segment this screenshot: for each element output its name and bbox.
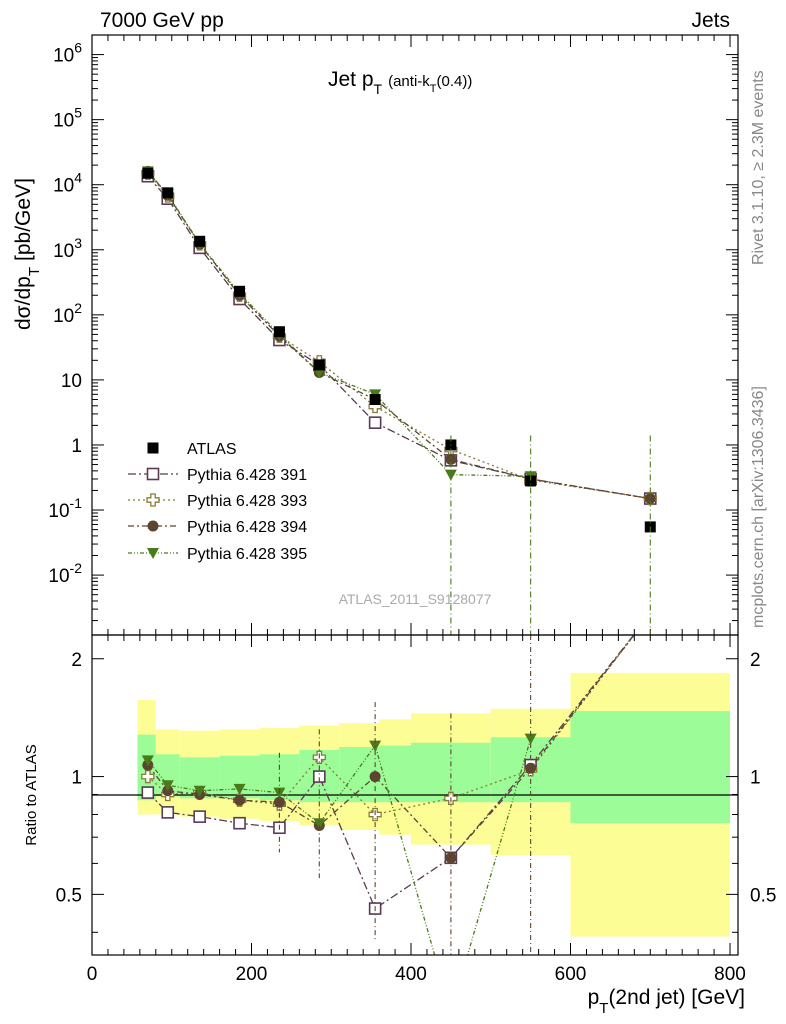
ratio-data-point xyxy=(141,769,155,784)
tick-label-exponent: 5 xyxy=(74,105,82,121)
main-series-line xyxy=(147,175,651,500)
tick-label-base: 10 xyxy=(53,306,74,327)
header-energy: 7000 GeV pp xyxy=(100,9,224,32)
ratio-data-point xyxy=(233,783,246,795)
legend-label: ATLAS xyxy=(187,441,237,458)
main-data-point xyxy=(162,187,174,199)
main-y-axis-label: dσ/dpT[pb/GeV] xyxy=(12,178,43,330)
tick-label-base: 10 xyxy=(53,46,74,67)
main-data-point xyxy=(313,359,325,371)
tick-label-base: 10 xyxy=(48,501,69,522)
x-axis-label: pT(2nd jet) [GeV] xyxy=(588,986,745,1017)
legend-label: Pythia 6.428 395 xyxy=(187,546,307,563)
main-title: Jet pT (anti-kT(0.4)) xyxy=(328,68,472,97)
ratio-inner-band xyxy=(570,711,731,824)
x-tick-label: 200 xyxy=(236,964,268,985)
tick-label-exponent: -2 xyxy=(70,560,83,576)
tick-label-exponent: 2 xyxy=(74,300,82,316)
ratio-y-tick-label: 1 xyxy=(71,768,82,789)
x-tick-label: 0 xyxy=(87,964,98,985)
tick-label-base: 10 xyxy=(53,111,74,132)
legend: ATLAS Pythia 6.428 391 Pythia 6.428 393 Pyt… xyxy=(128,441,307,563)
ratio-data-point xyxy=(193,785,206,797)
side-mcplots-label: mcplots.cern.ch [arXiv:1306.3436] xyxy=(750,386,767,628)
tick-label-exponent: 4 xyxy=(74,170,82,186)
ratio-data-point xyxy=(193,810,206,823)
ratio-y-tick-label: 2 xyxy=(71,650,82,671)
main-y-tick-label: 10 xyxy=(61,371,82,392)
ratio-series-layer xyxy=(141,635,636,955)
main-data-point xyxy=(368,416,382,429)
legend-label: Pythia 6.428 391 xyxy=(187,467,307,484)
main-data-point xyxy=(644,493,656,505)
legend-marker xyxy=(147,520,159,532)
main-data-point xyxy=(234,285,246,297)
main-series-line xyxy=(147,171,531,477)
ratio-y-tick-label: 0.5 xyxy=(56,885,82,906)
ratio-y-tick-label-right: 1 xyxy=(750,768,761,789)
legend-label: Pythia 6.428 393 xyxy=(187,493,307,510)
ratio-ticks: 0.5 0.5 1 1 2 2 0 200 400 600 800 xyxy=(56,635,776,985)
ratio-series-line xyxy=(147,635,635,859)
main-y-tick-label: 10-1 xyxy=(48,495,82,522)
main-y-tick-label: 106 xyxy=(53,40,82,67)
main-y-tick-label: 103 xyxy=(53,235,82,262)
side-rivet-label: Rivet 3.1.10, ≥ 2.3M events xyxy=(750,70,767,265)
tick-label-exponent: -1 xyxy=(70,495,83,511)
ratio-y-tick-label-right: 2 xyxy=(750,650,761,671)
ratio-data-point xyxy=(161,780,174,792)
main-data-point xyxy=(142,167,154,179)
tick-label-base: 10 xyxy=(48,566,69,587)
tick-label-exponent: 6 xyxy=(74,40,82,56)
main-data-point xyxy=(445,453,457,465)
main-data-point xyxy=(525,475,537,487)
ratio-series-line xyxy=(147,635,636,816)
header-jets: Jets xyxy=(691,9,730,32)
x-tick-label: 800 xyxy=(714,964,746,985)
legend-marker xyxy=(147,442,159,454)
ratio-y-axis-label: Ratio to ATLAS xyxy=(23,744,40,845)
main-y-tick-label: 10-2 xyxy=(48,560,82,587)
tick-label-exponent: 3 xyxy=(74,235,82,251)
x-tick-label: 600 xyxy=(555,964,587,985)
main-y-tick-label: 102 xyxy=(53,300,82,327)
ratio-y-tick-label-right: 0.5 xyxy=(750,885,776,906)
ratio-panel: 0.5 0.5 1 1 2 2 0 200 400 600 800 Ratio to ATLAS p… xyxy=(23,634,776,1017)
main-data-point xyxy=(369,393,381,405)
legend-marker xyxy=(146,493,160,507)
ratio-frame xyxy=(91,634,739,956)
ratio-data-point xyxy=(313,818,326,830)
ratio-series-line xyxy=(147,635,635,910)
main-data-point xyxy=(194,235,206,247)
ratio-data-point xyxy=(141,755,154,767)
main-frame xyxy=(91,34,739,636)
legend-marker xyxy=(146,467,160,481)
main-data-point xyxy=(273,326,285,338)
main-series-layer xyxy=(141,165,657,635)
ratio-inner-band xyxy=(379,745,412,803)
legend-marker xyxy=(147,548,159,559)
ratio-bands-layer xyxy=(137,672,731,937)
legend-label: Pythia 6.428 394 xyxy=(187,519,307,536)
tick-label-base: 10 xyxy=(53,241,74,262)
ratio-data-point xyxy=(141,786,155,799)
x-tick-label: 400 xyxy=(395,964,427,985)
watermark-analysis: ATLAS_2011_S9128077 xyxy=(339,591,492,607)
main-y-tick-label: 105 xyxy=(53,105,82,132)
ratio-data-point xyxy=(233,816,246,830)
tick-label-base: 10 xyxy=(53,176,74,197)
main-y-tick-label: 1 xyxy=(71,436,82,457)
ratio-data-point xyxy=(234,794,246,806)
main-y-tick-label: 104 xyxy=(53,170,82,197)
ratio-data-point xyxy=(369,740,382,752)
ratio-data-point xyxy=(161,806,175,819)
